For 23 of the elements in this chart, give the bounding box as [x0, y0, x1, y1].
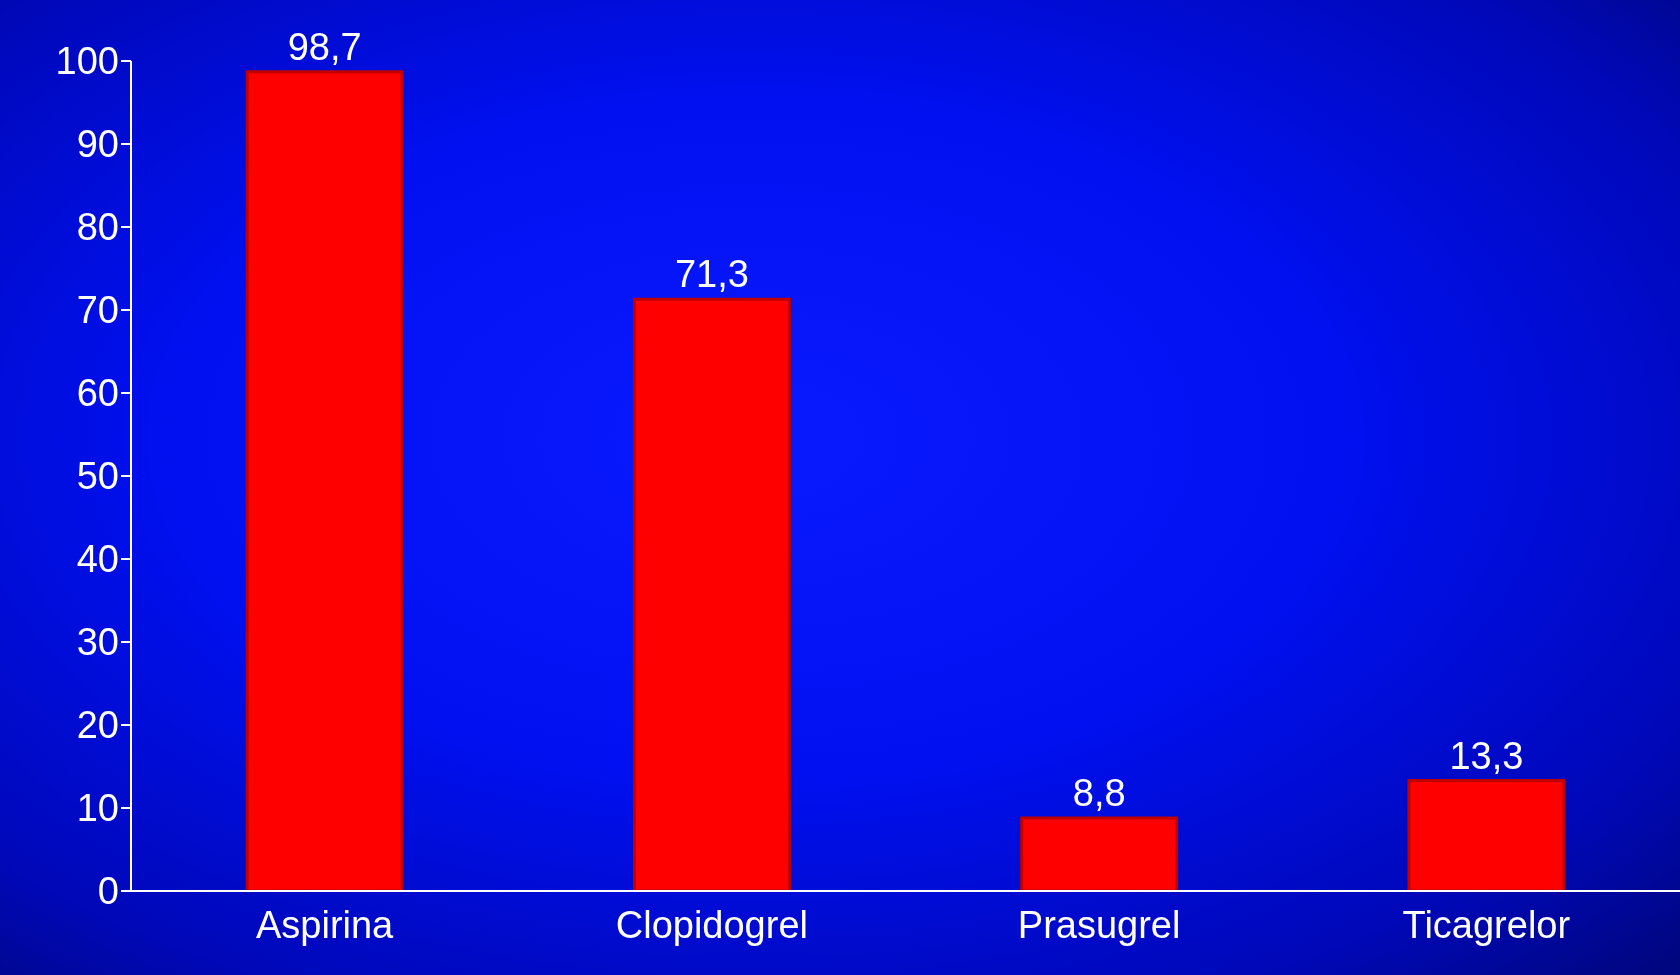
- y-tick-label: 100: [55, 40, 119, 83]
- y-tick-label: 40: [76, 538, 119, 581]
- y-tick-label: 50: [76, 455, 119, 498]
- y-tick-label: 60: [76, 372, 119, 415]
- bar: [1407, 779, 1566, 891]
- data-label: 71,3: [674, 253, 749, 296]
- x-tick-label: Aspirina: [255, 903, 395, 946]
- bar: [1020, 816, 1179, 891]
- x-tick-label: Ticagrelor: [1402, 903, 1571, 946]
- y-tick-label: 20: [76, 704, 119, 747]
- bar: [245, 70, 404, 891]
- data-label: 13,3: [1449, 734, 1524, 777]
- y-tick-label: 90: [76, 123, 119, 166]
- data-label: 98,7: [287, 25, 362, 68]
- data-label: 8,8: [1072, 771, 1126, 814]
- y-tick-label: 0: [97, 870, 119, 913]
- x-tick-label: Clopidogrel: [615, 903, 808, 946]
- y-tick-label: 10: [76, 787, 119, 830]
- y-tick-label: 70: [76, 289, 119, 332]
- x-tick-label: Prasugrel: [1017, 903, 1181, 946]
- y-tick-label: 30: [76, 621, 119, 664]
- bar: [632, 297, 791, 891]
- y-tick-label: 80: [76, 206, 119, 249]
